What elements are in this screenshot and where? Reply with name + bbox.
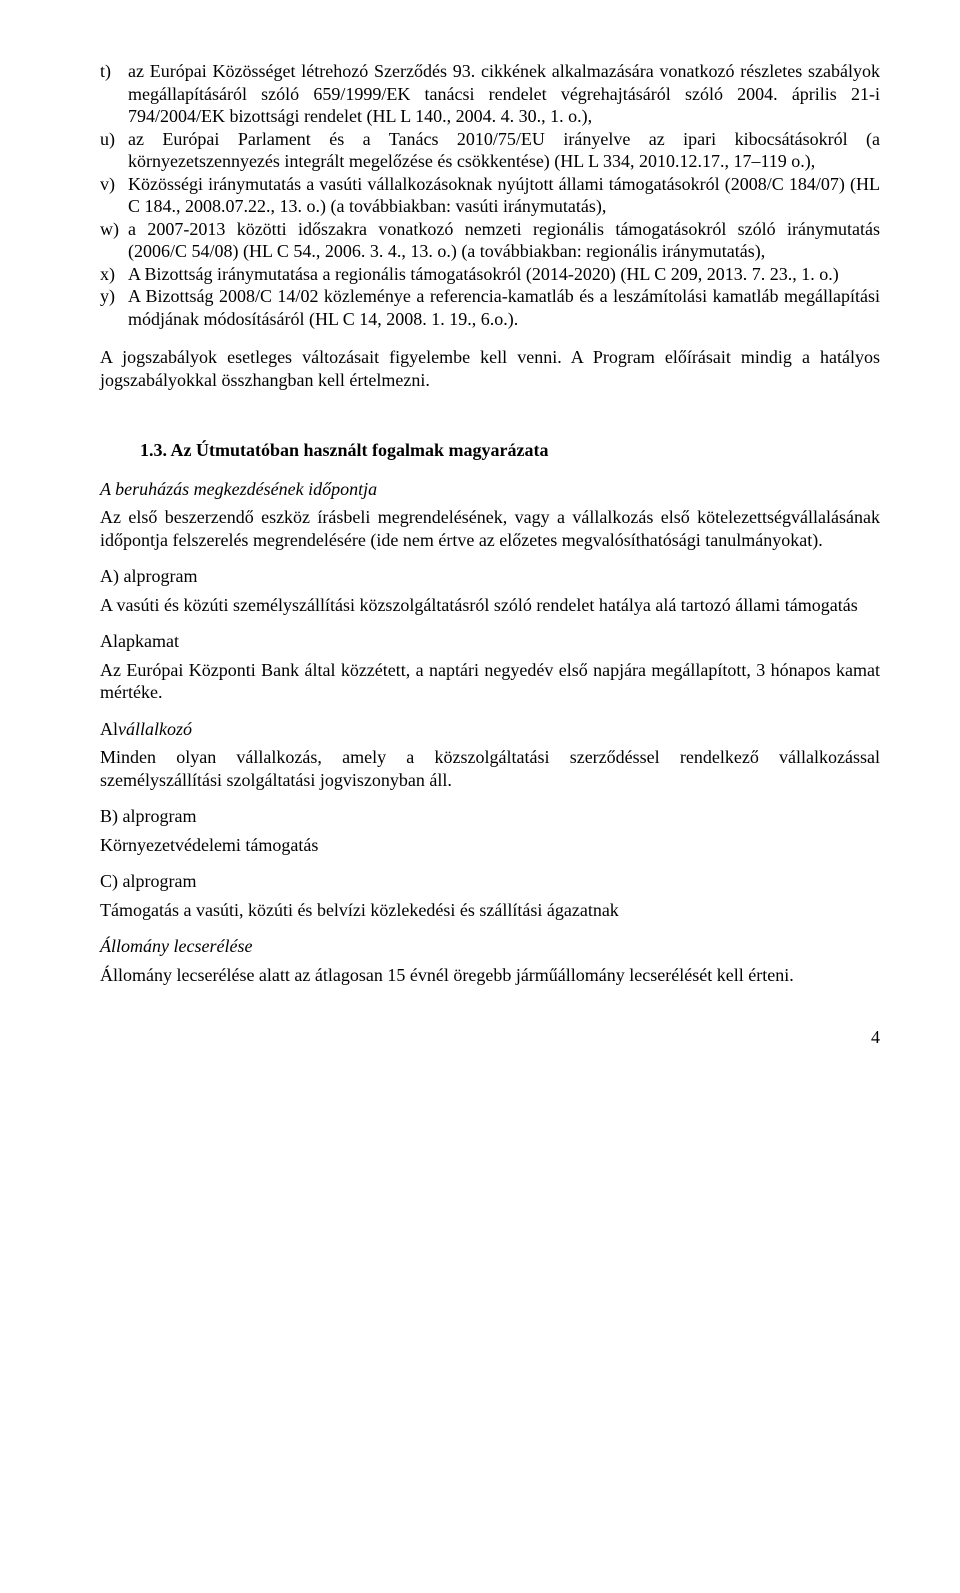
term-prefix: Al (100, 719, 118, 739)
closing-paragraph: A jogszabályok esetleges változásait fig… (100, 346, 880, 391)
list-text: Közösségi iránymutatás a vasúti vállalko… (128, 173, 880, 218)
definition-text: Az Európai Központi Bank által közzétett… (100, 659, 880, 704)
list-item: v) Közösségi iránymutatás a vasúti válla… (100, 173, 880, 218)
list-item: u) az Európai Parlament és a Tanács 2010… (100, 128, 880, 173)
list-item: x) A Bizottság iránymutatása a regionáli… (100, 263, 880, 286)
list-marker: u) (100, 128, 128, 173)
definition-text: Környezetvédelemi támogatás (100, 834, 880, 857)
page-number: 4 (100, 1026, 880, 1049)
list-marker: y) (100, 285, 128, 330)
list-text: az Európai Parlament és a Tanács 2010/75… (128, 128, 880, 173)
list-item: y) A Bizottság 2008/C 14/02 közleménye a… (100, 285, 880, 330)
list-text: a 2007-2013 közötti időszakra vonatkozó … (128, 218, 880, 263)
list-text: A Bizottság 2008/C 14/02 közleménye a re… (128, 285, 880, 330)
definition-text: Támogatás a vasúti, közúti és belvízi kö… (100, 899, 880, 922)
legal-reference-list: t) az Európai Közösséget létrehozó Szerz… (100, 60, 880, 330)
definition-text: Minden olyan vállalkozás, amely a közszo… (100, 746, 880, 791)
list-item: w) a 2007-2013 közötti időszakra vonatko… (100, 218, 880, 263)
definition-text: Az első beszerzendő eszköz írásbeli megr… (100, 506, 880, 551)
definition-term: C) alprogram (100, 870, 880, 893)
list-marker: v) (100, 173, 128, 218)
definition-term: A) alprogram (100, 565, 880, 588)
list-marker: w) (100, 218, 128, 263)
list-item: t) az Európai Közösséget létrehozó Szerz… (100, 60, 880, 128)
section-heading: 1.3. Az Útmutatóban használt fogalmak ma… (140, 439, 880, 462)
definition-term: Alapkamat (100, 630, 880, 653)
definition-term: Állomány lecserélése (100, 935, 880, 958)
definition-term: A beruházás megkezdésének időpontja (100, 478, 880, 501)
list-text: az Európai Közösséget létrehozó Szerződé… (128, 60, 880, 128)
term-italic: vállalkozó (118, 719, 192, 739)
definition-term: B) alprogram (100, 805, 880, 828)
definition-text: Állomány lecserélése alatt az átlagosan … (100, 964, 880, 987)
definition-text: A vasúti és közúti személyszállítási köz… (100, 594, 880, 617)
list-marker: x) (100, 263, 128, 286)
definition-term: Alvállalkozó (100, 718, 880, 741)
list-text: A Bizottság iránymutatása a regionális t… (128, 263, 880, 286)
list-marker: t) (100, 60, 128, 128)
